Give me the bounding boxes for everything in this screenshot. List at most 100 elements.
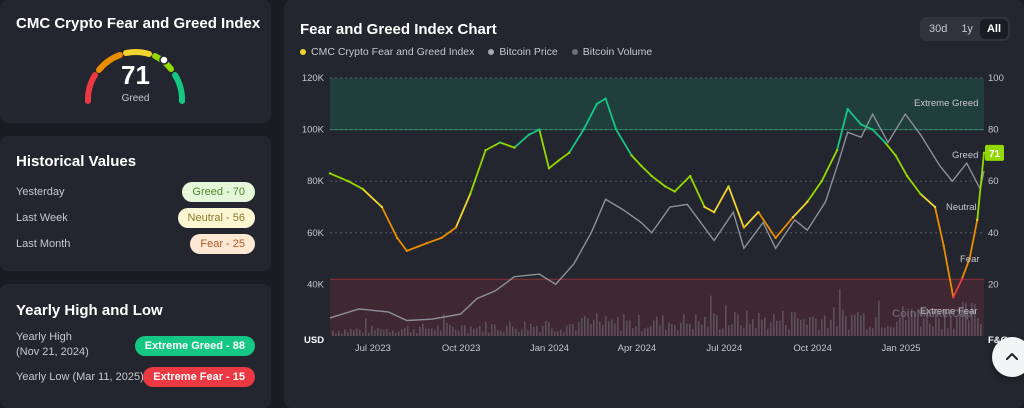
y-left-unit: USD — [304, 335, 324, 346]
fgi-point — [905, 174, 909, 178]
scroll-to-top-button[interactable] — [992, 337, 1024, 377]
time-range-tabs: 30d 1y All — [919, 17, 1010, 41]
volume-bar — [632, 328, 634, 336]
volume-bar — [710, 295, 712, 336]
volume-bar — [599, 321, 601, 336]
fgi-line-segment — [836, 108, 849, 152]
fgi-line-segment — [906, 175, 922, 196]
volume-bar — [848, 329, 850, 336]
fgi-line-segment — [329, 172, 350, 183]
volume-bar — [344, 329, 346, 336]
volume-bar — [881, 327, 883, 336]
volume-bar — [812, 316, 814, 336]
zone-label: Neutral — [946, 202, 977, 213]
fgi-line-segment — [568, 128, 585, 154]
legend-item-fgi[interactable]: CMC Crypto Fear and Greed Index — [300, 46, 474, 58]
volume-bar — [416, 333, 418, 336]
y-left-tick-label: 80K — [307, 176, 325, 187]
volume-bar — [491, 324, 493, 336]
volume-bar — [359, 329, 361, 336]
current-value-tag — [985, 144, 1004, 161]
volume-bar — [512, 326, 514, 336]
volume-bar — [575, 330, 577, 336]
volume-bar — [368, 332, 370, 336]
fgi-point — [538, 128, 541, 131]
legend-dot-fgi — [300, 49, 306, 55]
fgi-point — [469, 192, 472, 196]
volume-bar — [752, 318, 754, 336]
fgi-line-segment — [604, 97, 618, 131]
volume-bar — [542, 326, 544, 336]
fgi-point — [527, 133, 530, 136]
volume-bar — [782, 310, 784, 336]
volume-bar — [668, 322, 670, 336]
fgi-point — [380, 205, 384, 209]
y-right-tick-label: 60 — [988, 176, 999, 187]
volume-bar — [617, 317, 619, 336]
fgi-line-segment — [469, 149, 487, 196]
zone-label: Extreme Greed — [914, 98, 978, 109]
fgi-line-segment — [871, 128, 886, 144]
volume-bar — [374, 330, 376, 336]
legend-item-btc-price[interactable]: Bitcoin Price — [488, 46, 558, 58]
legend-item-btc-volume[interactable]: Bitcoin Volume — [571, 46, 652, 58]
volume-bar — [626, 320, 628, 336]
volume-bar — [518, 331, 520, 336]
fgi-point — [595, 102, 599, 106]
volume-bar — [731, 324, 733, 336]
volume-bar — [353, 330, 355, 336]
fgi-point — [484, 149, 487, 152]
volume-bar — [587, 318, 589, 336]
volume-bar — [980, 323, 982, 336]
volume-bar — [911, 308, 913, 336]
volume-bar — [803, 319, 805, 336]
volume-bar — [629, 320, 631, 336]
hist-row-label-last-month: Last Month — [16, 238, 71, 250]
tab-all[interactable]: All — [979, 19, 1008, 39]
volume-bar — [677, 330, 679, 336]
volume-bar — [665, 329, 667, 336]
volume-bar — [962, 301, 964, 336]
volume-bar — [968, 320, 970, 336]
volume-bar — [737, 314, 739, 336]
volume-bar — [851, 314, 853, 336]
volume-bar — [380, 329, 382, 336]
volume-bar — [635, 326, 637, 336]
volume-bar — [350, 328, 352, 336]
fgi-point — [952, 296, 955, 299]
volume-bar — [713, 313, 715, 336]
tab-1y[interactable]: 1y — [961, 23, 973, 35]
fear-greed-chart[interactable]: Extreme Greed Greed Neutral Fear Extreme Fea… — [284, 0, 1024, 408]
volume-bar — [947, 328, 949, 336]
volume-bar — [926, 308, 928, 336]
volume-bar — [656, 316, 658, 336]
hist-badge-yesterday: Greed - 70 — [182, 182, 255, 202]
fgi-point — [650, 174, 653, 178]
volume-bar — [884, 327, 886, 336]
x-tick-label: Jul 2023 — [355, 343, 391, 354]
volume-bar — [899, 317, 901, 336]
volume-bar — [809, 317, 811, 336]
yearly-low-badge: Extreme Fear - 15 — [143, 367, 255, 387]
gauge-value: 71 — [121, 60, 150, 90]
fgi-point — [328, 172, 332, 175]
legend-dot-btc-volume — [571, 49, 578, 55]
x-tick-label: Jul 2024 — [706, 343, 742, 354]
y-right-tick-label: 20 — [988, 279, 999, 290]
volume-bar — [806, 324, 808, 336]
volume-bar — [608, 321, 610, 336]
fgi-point — [396, 236, 399, 240]
volume-bar — [686, 323, 688, 336]
x-tick-label: Oct 2023 — [442, 343, 481, 354]
tab-30d[interactable]: 30d — [928, 23, 948, 35]
volume-bar — [548, 322, 550, 336]
volume-bar — [905, 320, 907, 336]
fgi-line-segment — [557, 151, 571, 162]
fgi-point — [557, 159, 560, 162]
volume-bar — [740, 325, 742, 336]
volume-bar — [524, 321, 526, 336]
volume-bar — [953, 328, 955, 336]
volume-bar — [332, 330, 334, 336]
volume-bar — [749, 323, 751, 336]
chevron-up-icon — [1006, 353, 1018, 360]
